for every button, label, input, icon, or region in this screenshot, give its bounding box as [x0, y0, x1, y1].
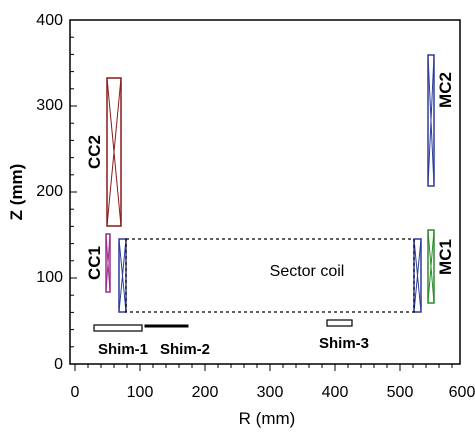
cc2-label: CC2: [85, 135, 104, 169]
axis-ticks: [70, 19, 453, 371]
mc1-coil: [427, 229, 435, 304]
y-axis-title: Z (mm): [7, 164, 26, 221]
x-tick-label-400: 400: [322, 384, 349, 401]
shim-2-label: Shim-2: [160, 341, 210, 358]
x-tick-label-100: 100: [127, 384, 154, 401]
mc2-coil: [427, 54, 435, 187]
sector-coil-left-winding: [118, 238, 127, 313]
shim-1-label: Shim-1: [98, 341, 148, 358]
mc1-label: MC1: [436, 239, 455, 275]
y-tick-label-300: 300: [36, 97, 63, 114]
x-tick-label-200: 200: [192, 384, 219, 401]
x-tick-label-500: 500: [387, 384, 414, 401]
mc2-label: MC2: [436, 72, 455, 108]
sector-coil-label: Sector coil: [270, 263, 345, 280]
y-tick-label-0: 0: [54, 356, 63, 373]
y-tick-label-400: 400: [36, 12, 63, 29]
x-tick-label-600: 600: [449, 384, 475, 401]
y-tick-label-200: 200: [36, 183, 63, 200]
x-axis-title: R (mm): [239, 409, 296, 428]
x-tick-label-0: 0: [71, 384, 80, 401]
shim-2-bar: [144, 324, 189, 328]
y-tick-label-100: 100: [36, 269, 63, 286]
cc1-label: CC1: [85, 246, 104, 280]
cc1-coil: [105, 233, 111, 293]
shim-3-label: Shim-3: [319, 335, 369, 352]
sector-coil-right-winding: [413, 238, 422, 313]
shim-3-bar: [326, 319, 353, 327]
sector-coil-outline: [125, 238, 415, 313]
x-tick-label-300: 300: [257, 384, 284, 401]
shim-1-bar: [93, 324, 143, 332]
cc2-coil: [106, 77, 122, 227]
